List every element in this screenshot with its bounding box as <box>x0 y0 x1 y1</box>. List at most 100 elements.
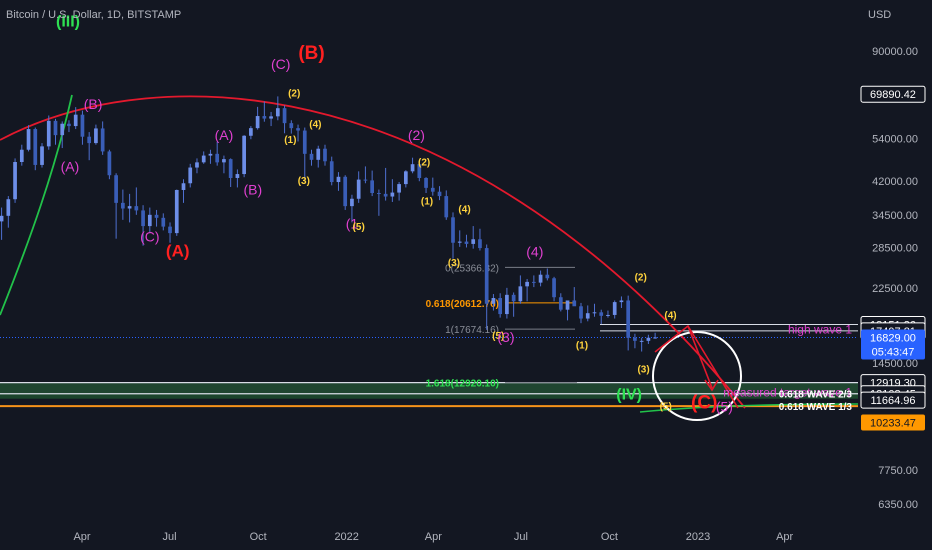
candle <box>87 132 92 161</box>
wave-2-3-label: 0.618 WAVE 2/3 <box>779 390 853 401</box>
interval-label[interactable]: 1D <box>106 9 121 21</box>
candle <box>612 300 617 319</box>
target-circle <box>652 331 742 421</box>
wave-annotations: (III) (B) (A) (C) (A) (A) (B) (C) (B) (2) (1) (4) (3… <box>56 13 733 414</box>
candle <box>350 194 354 223</box>
price-badge-text: 10233.47 <box>870 417 916 429</box>
price-badge <box>860 391 926 409</box>
wave-label: (4) <box>458 204 470 215</box>
candle <box>639 337 644 352</box>
candle <box>356 171 361 203</box>
time-axis[interactable] <box>0 526 932 550</box>
candle <box>633 333 637 349</box>
candle <box>383 167 388 201</box>
candle <box>161 213 166 231</box>
wave-label: (4) <box>664 311 676 322</box>
candle <box>444 190 449 220</box>
price-badge-text: 11664.96 <box>870 395 915 407</box>
candle <box>329 156 334 186</box>
candle <box>518 275 523 304</box>
candle <box>417 161 422 182</box>
candle <box>511 292 516 317</box>
candle <box>565 300 570 321</box>
candle <box>626 295 631 351</box>
candle <box>619 296 624 308</box>
wave-label: (1) <box>576 340 588 351</box>
candle <box>73 107 78 130</box>
wave-label: (B) <box>298 43 324 64</box>
candle <box>377 189 381 216</box>
wave-label: (1 <box>346 216 359 232</box>
candle <box>302 127 307 182</box>
candle <box>275 96 280 121</box>
candle <box>451 212 455 259</box>
candle <box>464 234 469 248</box>
time-tick-label: Jul <box>163 531 177 543</box>
candle <box>249 126 253 140</box>
projection-arrowhead <box>704 379 719 392</box>
price-tick-label: 14500.00 <box>872 358 918 370</box>
wave-label: (4) <box>309 120 321 131</box>
current-price-text: 16829.00 <box>870 332 916 344</box>
candle <box>147 207 152 234</box>
time-tick-label: Apr <box>776 531 793 543</box>
time-tick-label: 2023 <box>686 531 710 543</box>
price-tick-label: 90000.00 <box>872 46 918 58</box>
candle <box>181 179 186 203</box>
candle <box>242 135 246 178</box>
candle <box>26 125 31 152</box>
wave-label: (C) <box>140 229 159 245</box>
wave-label: (III) <box>56 13 80 30</box>
wave-label: (A) <box>215 127 234 143</box>
candle <box>491 294 496 311</box>
candle <box>505 287 509 319</box>
symbol-name[interactable]: Bitcoin / U.S. Dollar <box>6 9 101 21</box>
candle <box>255 106 260 130</box>
projection-path-2 <box>687 325 713 389</box>
candle <box>215 141 220 166</box>
price-tick-label: 7750.00 <box>878 465 918 477</box>
time-tick-label: Apr <box>425 531 442 543</box>
high-wave-1-label: high wave 1 <box>788 323 852 337</box>
wave-label: (3) <box>637 365 649 376</box>
wave-label: (B) <box>243 181 262 197</box>
candle <box>498 293 503 318</box>
macro-arc <box>0 95 746 409</box>
currency-label[interactable]: USD <box>868 9 892 21</box>
candle <box>552 276 556 302</box>
price-tick-label: 28500.00 <box>872 242 918 254</box>
wave-label: (C) <box>691 393 717 414</box>
candle <box>80 110 85 145</box>
candle <box>437 186 442 201</box>
candle <box>168 222 172 243</box>
wave-label: (5) <box>716 399 733 415</box>
fib-levels: 0(25366.82) 0.618(20612.76) 1(17674.16) 1.6… <box>426 263 577 390</box>
support-band-lower <box>0 393 858 399</box>
wave-iii-curve <box>0 94 73 316</box>
wave-label: (5) <box>353 222 365 233</box>
exchange-label: BITSTAMP <box>127 9 182 21</box>
candles <box>0 96 657 352</box>
price-tick-label: 34500.00 <box>872 210 918 222</box>
candle <box>403 170 408 188</box>
wave-label: (1) <box>284 135 296 146</box>
candle <box>316 145 321 168</box>
candle <box>40 143 44 168</box>
wave-1-3-label: 0.618 WAVE 1/3 <box>779 402 853 413</box>
candle <box>100 121 105 155</box>
candle <box>6 196 11 228</box>
candle <box>53 118 58 145</box>
candle <box>343 175 348 210</box>
candle <box>592 303 597 317</box>
candle <box>545 268 550 281</box>
wave-label: (3) <box>497 329 514 345</box>
fib-label: 1.618(12920.10) <box>426 379 499 390</box>
candle <box>363 166 368 184</box>
price-badge <box>860 85 926 103</box>
candle <box>430 177 435 196</box>
candle-countdown: 05:43:47 <box>872 346 915 358</box>
candle <box>471 226 476 249</box>
price-axis[interactable] <box>858 0 932 526</box>
